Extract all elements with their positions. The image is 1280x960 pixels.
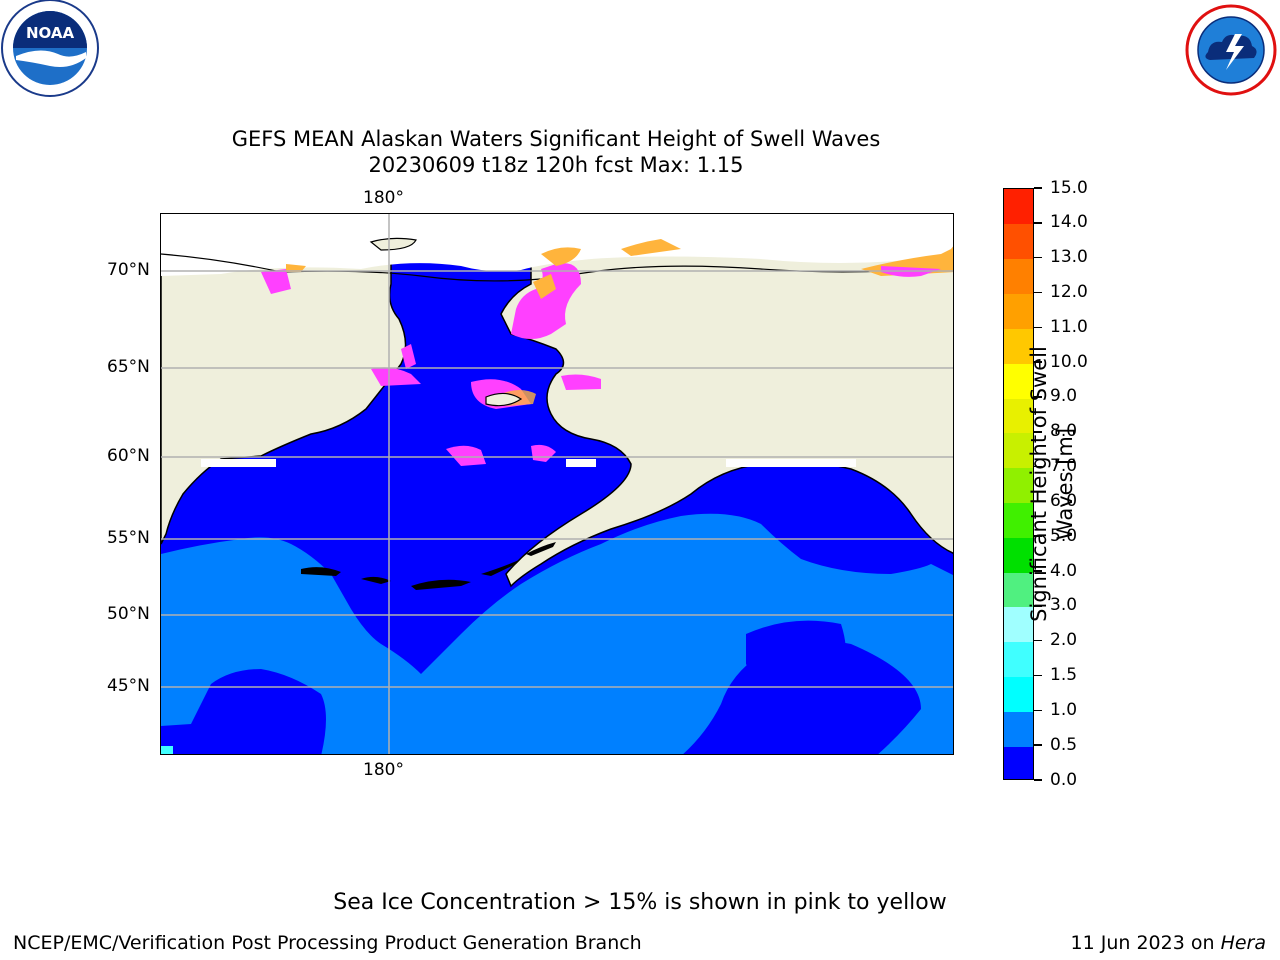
- lat-label-55: 55°N: [107, 528, 150, 548]
- colorbar-tick: [1034, 256, 1042, 259]
- colorbar-tick: [1034, 396, 1042, 398]
- colorbar-tick-label: 1.0: [1050, 699, 1078, 720]
- colorbar-tick: [1034, 639, 1042, 642]
- colorbar-segment: [1004, 397, 1033, 434]
- swell-band-mid: [161, 513, 953, 754]
- colorbar-tick-label: 15.0: [1050, 177, 1088, 198]
- colorbar-tick-label: 1.5: [1050, 665, 1078, 686]
- lat-label-45: 45°N: [107, 676, 150, 696]
- lon-label-bottom: 180°: [363, 760, 404, 780]
- colorbar-tick: [1034, 709, 1042, 712]
- noaa-logo: NOAA: [0, 0, 104, 100]
- footer-date-text: 11 Jun 2023 on: [1070, 932, 1221, 954]
- alaska-swell-map: [161, 214, 953, 754]
- colorbar-segment: [1004, 293, 1033, 329]
- colorbar-tick: [1034, 744, 1042, 746]
- footer-host: Hera: [1220, 932, 1266, 954]
- colorbar-segment: [1004, 537, 1033, 573]
- colorbar-segment: [1004, 641, 1033, 678]
- colorbar-segment: [1004, 258, 1033, 295]
- footer-date: 11 Jun 2023 on Hera: [1071, 932, 1266, 954]
- colorbar-tick-label: 11.0: [1050, 316, 1088, 337]
- colorbar-segment: [1004, 676, 1033, 712]
- colorbar-tick-label: 7.0: [1050, 456, 1078, 477]
- colorbar-tick: [1034, 535, 1042, 537]
- colorbar-segment: [1004, 189, 1033, 225]
- colorbar-tick-label: 0.0: [1050, 769, 1078, 790]
- colorbar-tick-label: 5.0: [1050, 525, 1078, 546]
- colorbar-tick: [1034, 431, 1042, 433]
- colorbar-tick-label: 3.0: [1050, 595, 1078, 616]
- colorbar-tick-label: 13.0: [1050, 247, 1088, 268]
- colorbar-tick: [1034, 500, 1042, 503]
- colorbar-segment: [1004, 328, 1033, 364]
- colorbar-tick-label: 9.0: [1050, 386, 1078, 407]
- lat-label-50: 50°N: [107, 604, 150, 624]
- colorbar: [1003, 188, 1034, 780]
- colorbar-label: Significant Height of Swell Waves [m]: [1027, 346, 1077, 622]
- nws-logo: [1178, 0, 1280, 100]
- colorbar-tick: [1034, 326, 1042, 329]
- colorbar-tick: [1034, 605, 1042, 607]
- colorbar-segment: [1004, 432, 1033, 469]
- colorbar-tick-label: 12.0: [1050, 281, 1088, 302]
- colorbar-tick-label: 4.0: [1050, 560, 1078, 581]
- sea-ice-note: Sea Ice Concentration > 15% is shown in …: [333, 890, 947, 915]
- colorbar-tick: [1034, 779, 1042, 781]
- colorbar-segment: [1004, 711, 1033, 747]
- colorbar-segment: [1004, 223, 1033, 260]
- colorbar-tick: [1034, 187, 1042, 189]
- colorbar-tick: [1034, 465, 1042, 468]
- colorbar-tick: [1034, 674, 1042, 677]
- lat-label-70: 70°N: [107, 260, 150, 280]
- sea-ice-chukchi: [511, 263, 581, 339]
- colorbar-segment: [1004, 746, 1033, 779]
- colorbar-tick: [1034, 291, 1042, 294]
- colorbar-tick: [1034, 361, 1042, 363]
- colorbar-segment: [1004, 572, 1033, 608]
- noaa-logo-text: NOAA: [26, 24, 75, 42]
- colorbar-tick-label: 10.0: [1050, 351, 1088, 372]
- colorbar-segment: [1004, 363, 1033, 399]
- chart-title: GEFS MEAN Alaskan Waters Significant Hei…: [231, 127, 881, 151]
- chart-subtitle: 20230609 t18z 120h fcst Max: 1.15: [368, 153, 744, 177]
- colorbar-tick-label: 14.0: [1050, 212, 1088, 233]
- map-panel[interactable]: [160, 213, 954, 755]
- colorbar-tick-label: 8.0: [1050, 421, 1078, 442]
- colorbar-segment: [1004, 502, 1033, 538]
- graticule: [161, 214, 953, 754]
- lat-label-60: 60°N: [107, 446, 150, 466]
- colorbar-segment: [1004, 467, 1033, 503]
- colorbar-tick: [1034, 222, 1042, 224]
- colorbar-tick-label: 2.0: [1050, 630, 1078, 651]
- lat-label-65: 65°N: [107, 357, 150, 377]
- lon-label-top: 180°: [363, 188, 404, 208]
- colorbar-tick-label: 0.5: [1050, 734, 1078, 755]
- land-siberia: [161, 214, 407, 545]
- colorbar-tick-label: 6.0: [1050, 490, 1078, 511]
- colorbar-segment: [1004, 606, 1033, 643]
- colorbar-tick: [1034, 570, 1042, 572]
- footer-credit: NCEP/EMC/Verification Post Processing Pr…: [13, 932, 642, 954]
